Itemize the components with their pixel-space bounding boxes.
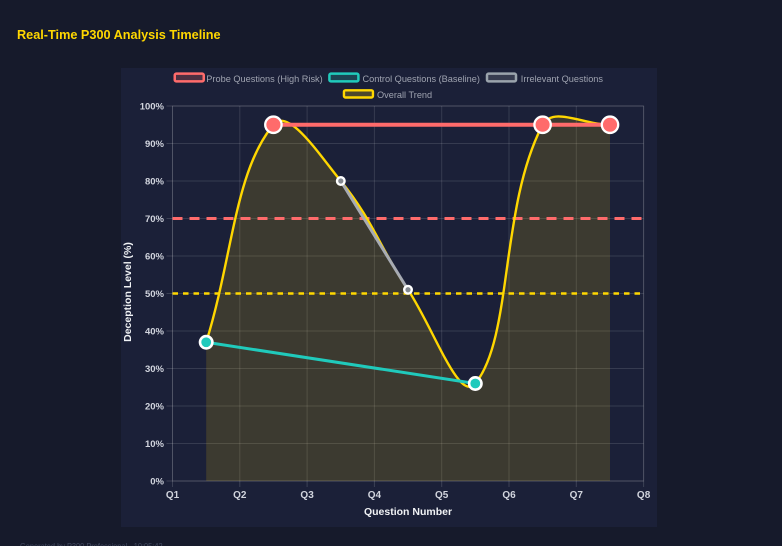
svg-text:Irrelevant Questions: Irrelevant Questions	[521, 74, 604, 84]
svg-text:70%: 70%	[145, 214, 165, 225]
svg-text:Deception Level (%): Deception Level (%)	[122, 242, 134, 342]
svg-text:Question Number: Question Number	[364, 506, 452, 518]
svg-text:Q8: Q8	[637, 490, 651, 501]
svg-text:Real-Time P300 Analysis Timeli: Real-Time P300 Analysis Timeline	[17, 28, 221, 42]
svg-text:20%: 20%	[145, 401, 165, 412]
svg-text:Q5: Q5	[435, 490, 449, 501]
svg-text:40%: 40%	[145, 326, 165, 337]
svg-text:Generated by P300 Professional: Generated by P300 Professional - 10:05:4…	[20, 541, 163, 546]
svg-text:50%: 50%	[145, 289, 165, 300]
svg-text:Q3: Q3	[300, 490, 314, 501]
svg-text:0%: 0%	[150, 476, 164, 487]
svg-text:Q1: Q1	[166, 490, 180, 501]
svg-text:Q4: Q4	[368, 490, 382, 501]
svg-text:80%: 80%	[145, 176, 165, 187]
svg-text:100%: 100%	[140, 101, 165, 112]
svg-text:Q2: Q2	[233, 490, 247, 501]
svg-text:Control Questions (Baseline): Control Questions (Baseline)	[363, 74, 480, 84]
svg-text:Q6: Q6	[502, 490, 516, 501]
svg-text:10%: 10%	[145, 439, 165, 450]
svg-text:Q7: Q7	[570, 490, 584, 501]
svg-text:Overall Trend: Overall Trend	[377, 90, 432, 100]
svg-text:30%: 30%	[145, 364, 165, 375]
svg-text:60%: 60%	[145, 251, 165, 262]
svg-text:Probe Questions (High Risk): Probe Questions (High Risk)	[206, 74, 322, 84]
svg-text:90%: 90%	[145, 139, 165, 150]
